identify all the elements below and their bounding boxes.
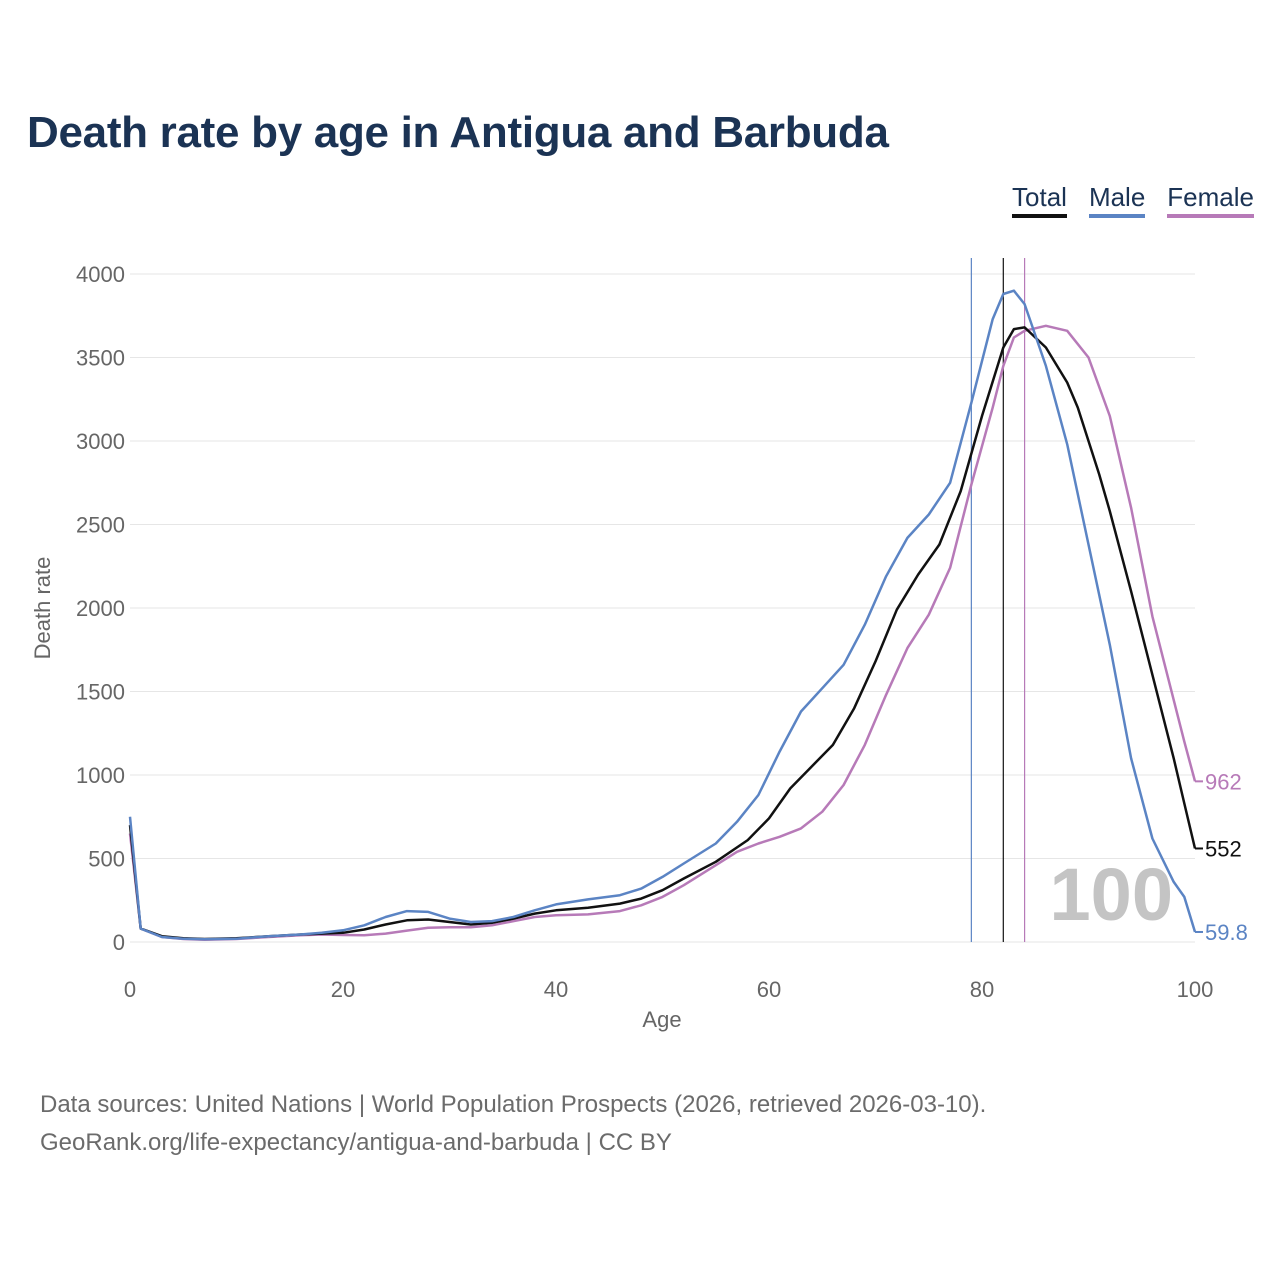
x-tick-label: 20 xyxy=(331,977,355,1002)
y-tick-label: 3000 xyxy=(76,429,125,454)
y-tick-label: 500 xyxy=(88,847,125,872)
legend: Total Male Female xyxy=(1012,182,1254,218)
y-tick-label: 2500 xyxy=(76,513,125,538)
data-source-text: Data sources: United Nations | World Pop… xyxy=(40,1091,987,1118)
end-label-male: 59.8 xyxy=(1205,920,1248,945)
x-tick-label: 40 xyxy=(544,977,568,1002)
legend-item-female[interactable]: Female xyxy=(1167,182,1254,218)
chart-title: Death rate by age in Antigua and Barbuda xyxy=(27,108,889,157)
footer: Data sources: United Nations | World Pop… xyxy=(40,1086,986,1162)
y-tick-label: 1500 xyxy=(76,680,125,705)
series-line-male xyxy=(128,289,1197,941)
x-tick-label: 60 xyxy=(757,977,781,1002)
legend-item-male[interactable]: Male xyxy=(1088,182,1146,218)
x-tick-label: 80 xyxy=(970,977,994,1002)
attribution-text: GeoRank.org/life-expectancy/antigua-and-… xyxy=(40,1129,672,1156)
x-tick-label: 100 xyxy=(1177,977,1214,1002)
series-line-total xyxy=(128,326,1197,941)
selected-age-label: 100 xyxy=(1050,853,1173,936)
legend-item-total[interactable]: Total xyxy=(1012,182,1067,218)
y-axis-title: Death rate xyxy=(30,557,55,660)
y-tick-label: 1000 xyxy=(76,763,125,788)
end-label-total: 552 xyxy=(1205,836,1242,861)
x-tick-label: 0 xyxy=(124,977,136,1002)
series-line-female xyxy=(128,324,1197,941)
y-tick-label: 0 xyxy=(113,930,125,955)
x-axis-title: Age xyxy=(642,1007,681,1032)
y-tick-label: 3500 xyxy=(76,346,125,371)
y-tick-label: 2000 xyxy=(76,596,125,621)
end-label-female: 962 xyxy=(1205,769,1242,794)
y-tick-label: 4000 xyxy=(76,262,125,287)
